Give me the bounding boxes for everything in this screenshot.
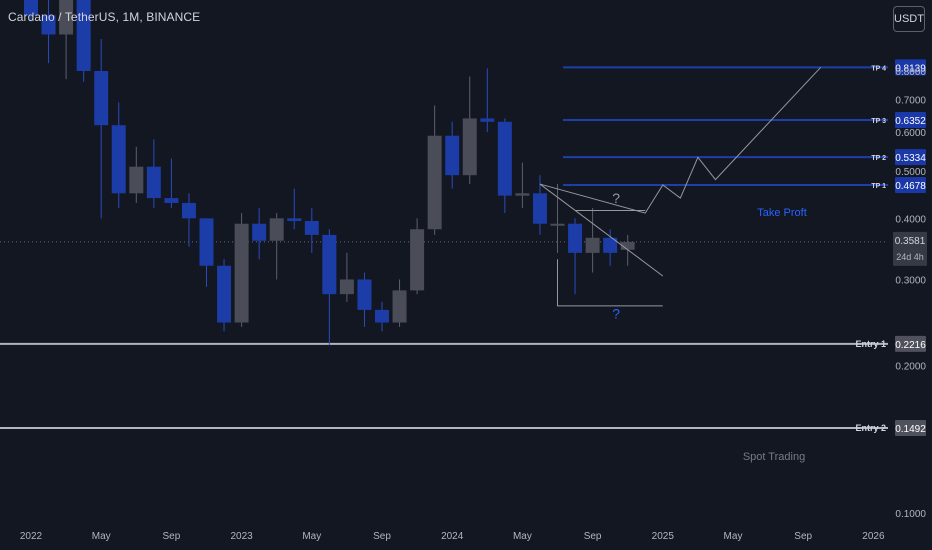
- x-tick-label-5: Sep: [373, 531, 391, 542]
- x-tick-label-12: 2026: [862, 531, 885, 542]
- descending-trendline: [539, 183, 664, 277]
- level-price-badge-1: [895, 112, 926, 129]
- candle-body-14: [252, 223, 267, 241]
- x-tick-label-8: Sep: [584, 531, 602, 542]
- level-price-text-2: 0.5334: [895, 153, 926, 164]
- y-tick-label-0: 0.1000: [895, 509, 926, 520]
- annotation-upper-question: ?: [612, 190, 620, 206]
- candle-body-19: [339, 279, 354, 295]
- candle-body-13: [234, 223, 249, 323]
- lower-range-bracket: [557, 259, 663, 307]
- y-tick-label-5: 0.6000: [895, 128, 926, 139]
- candle-body-23: [410, 229, 425, 291]
- candle-body-16: [287, 218, 302, 222]
- candles-layer: [24, 0, 635, 346]
- candle-body-1: [24, 0, 38, 16]
- x-tick-label-10: May: [724, 531, 743, 542]
- y-tick-label-1: 0.2000: [895, 362, 926, 373]
- annotation-spot-trading: Spot Trading: [743, 451, 805, 463]
- y-tick-label-4: 0.5000: [895, 167, 926, 178]
- candle-body-33: [585, 237, 600, 253]
- level-label-1: TP 3: [871, 118, 886, 125]
- x-tick-label-1: May: [92, 531, 111, 542]
- candle-body-11: [199, 218, 214, 266]
- candle-body-22: [392, 290, 407, 323]
- candle-body-7: [129, 166, 144, 194]
- x-tick-label-7: May: [513, 531, 532, 542]
- annotations-layer: Take Proft Spot Trading??: [539, 66, 822, 463]
- y-tick-label-2: 0.3000: [895, 275, 926, 286]
- x-tick-label-0: 2022: [20, 531, 43, 542]
- level-label-2: TP 2: [871, 155, 886, 162]
- candle-body-18: [322, 234, 337, 295]
- level-price-text-4: 0.2216: [895, 340, 926, 351]
- candle-body-20: [357, 279, 372, 310]
- candle-body-2: [41, 15, 56, 35]
- current-price-text: 0.3581: [895, 236, 926, 247]
- candle-body-5: [94, 71, 109, 126]
- level-price-badge-0: [895, 59, 926, 76]
- price-levels-layer: TP 4 0.8139 TP 3 0.6352 TP 2 0.5334 TP 1 0.4678…: [0, 59, 926, 436]
- candle-body-4: [76, 0, 91, 72]
- candle-body-9: [164, 198, 179, 203]
- candle-body-32: [568, 223, 583, 253]
- candle-body-30: [532, 193, 547, 224]
- x-tick-label-9: 2025: [652, 531, 675, 542]
- annotation-lower-question: ?: [612, 305, 620, 321]
- level-price-text-5: 0.1492: [895, 424, 926, 435]
- candle-body-6: [111, 125, 126, 194]
- candle-body-24: [427, 135, 442, 230]
- x-tick-label-4: May: [302, 531, 321, 542]
- candle-body-12: [217, 265, 232, 323]
- x-tick-label-2: Sep: [163, 531, 181, 542]
- level-label-0: TP 4: [871, 65, 886, 72]
- level-price-text-3: 0.4678: [895, 181, 926, 192]
- candle-body-28: [497, 121, 512, 196]
- level-price-text-1: 0.6352: [895, 116, 926, 127]
- level-price-text-0: 0.8139: [895, 63, 926, 74]
- level-price-badge-2: [895, 149, 926, 166]
- x-tick-label-11: Sep: [794, 531, 812, 542]
- price-axis: 0.1000 0.2000 0.3000 0.4000 0.5000 0.6000 0.70…: [893, 67, 927, 520]
- candle-body-35: [620, 241, 635, 250]
- candle-body-25: [445, 135, 460, 176]
- level-label-4: Entry 1: [855, 339, 886, 349]
- current-price-badge: [893, 231, 927, 266]
- candle-body-34: [603, 237, 618, 253]
- candle-body-3: [59, 0, 74, 35]
- level-price-badge-5: [895, 419, 926, 436]
- level-label-3: TP 1: [871, 183, 886, 190]
- y-tick-label-6: 0.7000: [895, 95, 926, 106]
- annotation-take-profit: Take Proft: [757, 207, 807, 219]
- candle-body-10: [181, 202, 196, 219]
- countdown-text: 24d 4h: [896, 252, 924, 262]
- candle-body-29: [515, 193, 530, 196]
- time-axis: 2022 May Sep 2023 May Sep 2024 May Sep 2025 May Sep…: [20, 531, 885, 542]
- candle-body-26: [462, 118, 477, 176]
- candle-body-15: [269, 218, 284, 241]
- y-tick-label-7: 0.8000: [895, 67, 926, 78]
- x-tick-label-3: 2023: [230, 531, 253, 542]
- level-price-badge-4: [895, 335, 926, 352]
- x-tick-label-6: 2024: [441, 531, 464, 542]
- level-label-5: Entry 2: [855, 423, 886, 433]
- projection-path: [539, 66, 822, 214]
- currency-button[interactable]: USDT: [893, 6, 925, 32]
- candle-body-31: [550, 223, 565, 226]
- candle-body-8: [146, 166, 161, 199]
- level-price-badge-3: [895, 177, 926, 194]
- y-tick-label-3: 0.4000: [895, 214, 926, 225]
- candle-body-27: [480, 118, 495, 122]
- candle-body-17: [304, 221, 319, 235]
- candle-body-21: [375, 309, 389, 323]
- chart-title: Cardano / TetherUS, 1M, BINANCE: [8, 10, 201, 24]
